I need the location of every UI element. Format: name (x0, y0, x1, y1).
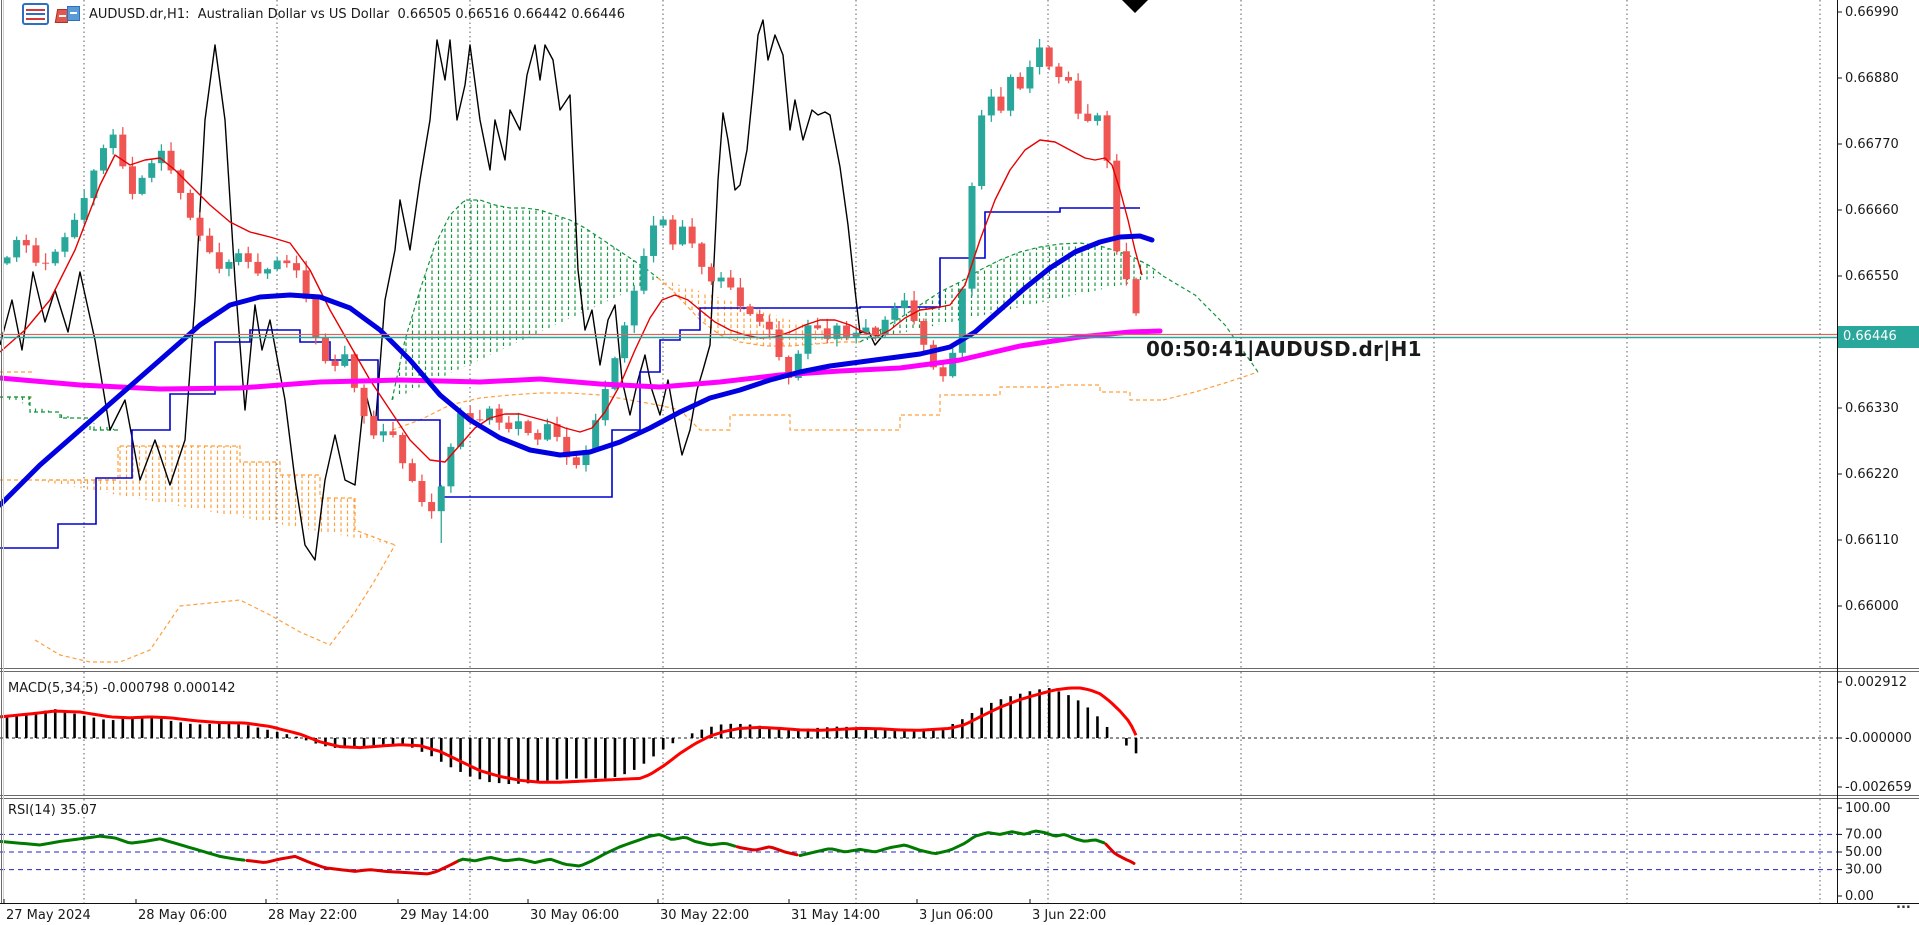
time-tick-label: 28 May 22:00 (268, 908, 357, 923)
rsi-line-segment (0, 834, 246, 862)
rsi-tick-label: 100.00 (1845, 801, 1891, 816)
price-tick-label: 0.66220 (1845, 467, 1899, 482)
rsi-indicator-label: RSI(14) 35.07 (8, 803, 98, 818)
rsi-line-segment (245, 854, 461, 876)
time-tick-label: 30 May 06:00 (530, 908, 619, 923)
price-tick-label: 0.66550 (1845, 269, 1899, 284)
chart-title: AUDUSD.dr,H1: Australian Dollar vs US Do… (89, 7, 625, 22)
price-tick-label: 0.66770 (1845, 137, 1899, 152)
time-tick-label: 3 Jun 06:00 (919, 908, 993, 923)
rsi-tick-label: 30.00 (1845, 863, 1882, 878)
time-tick-label: 28 May 06:00 (138, 908, 227, 923)
plot-area (0, 0, 1837, 903)
macd-panel (0, 686, 1837, 785)
title-bar: AUDUSD.dr,H1: Australian Dollar vs US Do… (22, 3, 625, 25)
time-tick-label: 27 May 2024 (6, 908, 91, 923)
macd-tick-label: -0.000000 (1845, 731, 1912, 746)
price-tick-label: 0.66660 (1845, 203, 1899, 218)
price-tick-label: 0.66110 (1845, 533, 1899, 548)
rsi-line-segment (735, 845, 799, 857)
macd-indicator-label: MACD(5,34,5) -0.000798 0.000142 (8, 681, 236, 696)
magenta-ma-line (0, 328, 1163, 392)
price-tick-label: 0.66880 (1845, 71, 1899, 86)
chikou-span-line (0, 19, 886, 561)
blue-ma-line (0, 233, 1155, 508)
grid-layer (83, 0, 1821, 903)
axis-ellipsis[interactable]: ... (1896, 897, 1911, 912)
rsi-line-segment (798, 829, 1106, 858)
price-tick-label: 0.66990 (1845, 5, 1899, 20)
charts-icon[interactable] (54, 4, 82, 24)
ichimoku-cloud-layer (0, 199, 1259, 663)
candle-timer-label: 00:50:41|AUDUSD.dr|H1 (1146, 337, 1422, 361)
bid-price-badge: 0.66446 (1838, 326, 1919, 348)
macd-tick-label: -0.002659 (1845, 780, 1912, 795)
time-tick-label: 30 May 22:00 (660, 908, 749, 923)
rsi-tick-label: 70.00 (1845, 827, 1882, 842)
price-tick-label: 0.66000 (1845, 599, 1899, 614)
rsi-tick-label: 50.00 (1845, 845, 1882, 860)
time-tick-label: 3 Jun 22:00 (1032, 908, 1106, 923)
time-tick-label: 29 May 14:00 (400, 908, 489, 923)
time-tick-label: 31 May 14:00 (791, 908, 880, 923)
kijun-sen-line (0, 207, 1140, 549)
rsi-panel (0, 829, 1837, 876)
macd-signal-line (0, 686, 1138, 784)
rsi-tick-label: 0.00 (1845, 889, 1874, 904)
candles-layer (3, 38, 1140, 543)
macd-tick-label: 0.002912 (1845, 675, 1907, 690)
market-watch-icon[interactable] (22, 3, 49, 25)
rsi-line-segment (1104, 842, 1136, 865)
down-arrow-marker (1122, 0, 1148, 13)
title-ohlc: 0.66505 0.66516 0.66442 0.66446 (397, 7, 625, 22)
tenkan-sen-line (0, 139, 1143, 463)
rsi-line-segment (457, 833, 737, 868)
price-tick-label: 0.66330 (1845, 401, 1899, 416)
